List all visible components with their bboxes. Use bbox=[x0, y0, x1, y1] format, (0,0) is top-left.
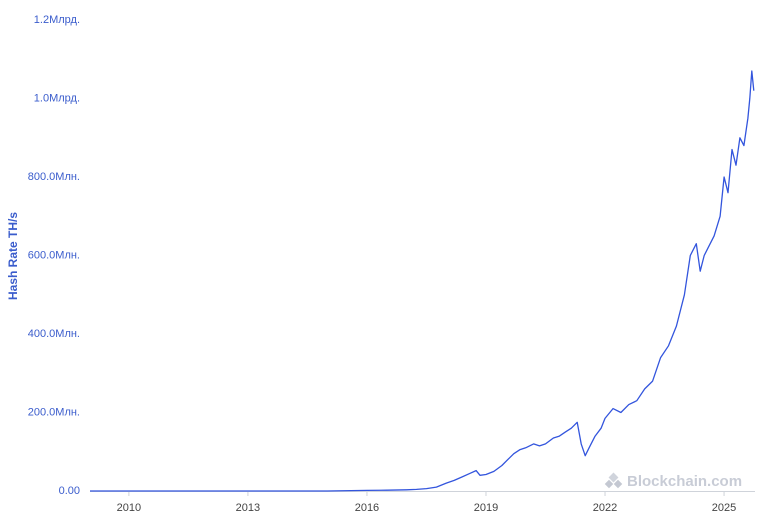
watermark: Blockchain.com bbox=[627, 473, 742, 490]
x-tick-label: 2016 bbox=[355, 502, 379, 514]
x-tick-label: 2025 bbox=[712, 502, 736, 514]
x-tick-label: 2013 bbox=[236, 502, 260, 514]
x-tick-label: 2022 bbox=[593, 502, 617, 514]
x-tick-label: 2010 bbox=[117, 502, 141, 514]
y-tick-label: 400.0Млн. bbox=[28, 328, 80, 340]
y-tick-label: 600.0Млн. bbox=[28, 249, 80, 261]
watermark-icon bbox=[604, 472, 623, 489]
x-tick-label: 2019 bbox=[474, 502, 498, 514]
y-tick-label: 1.0Млрд. bbox=[34, 92, 80, 104]
y-tick-label: 0.00 bbox=[59, 485, 80, 497]
data-line bbox=[90, 70, 755, 492]
y-tick-label: 1.2Млрд. bbox=[34, 14, 80, 26]
y-axis-title: Hash Rate TH/s bbox=[6, 212, 20, 300]
y-tick-label: 200.0Млн. bbox=[28, 406, 80, 418]
y-tick-label: 800.0Млн. bbox=[28, 171, 80, 183]
